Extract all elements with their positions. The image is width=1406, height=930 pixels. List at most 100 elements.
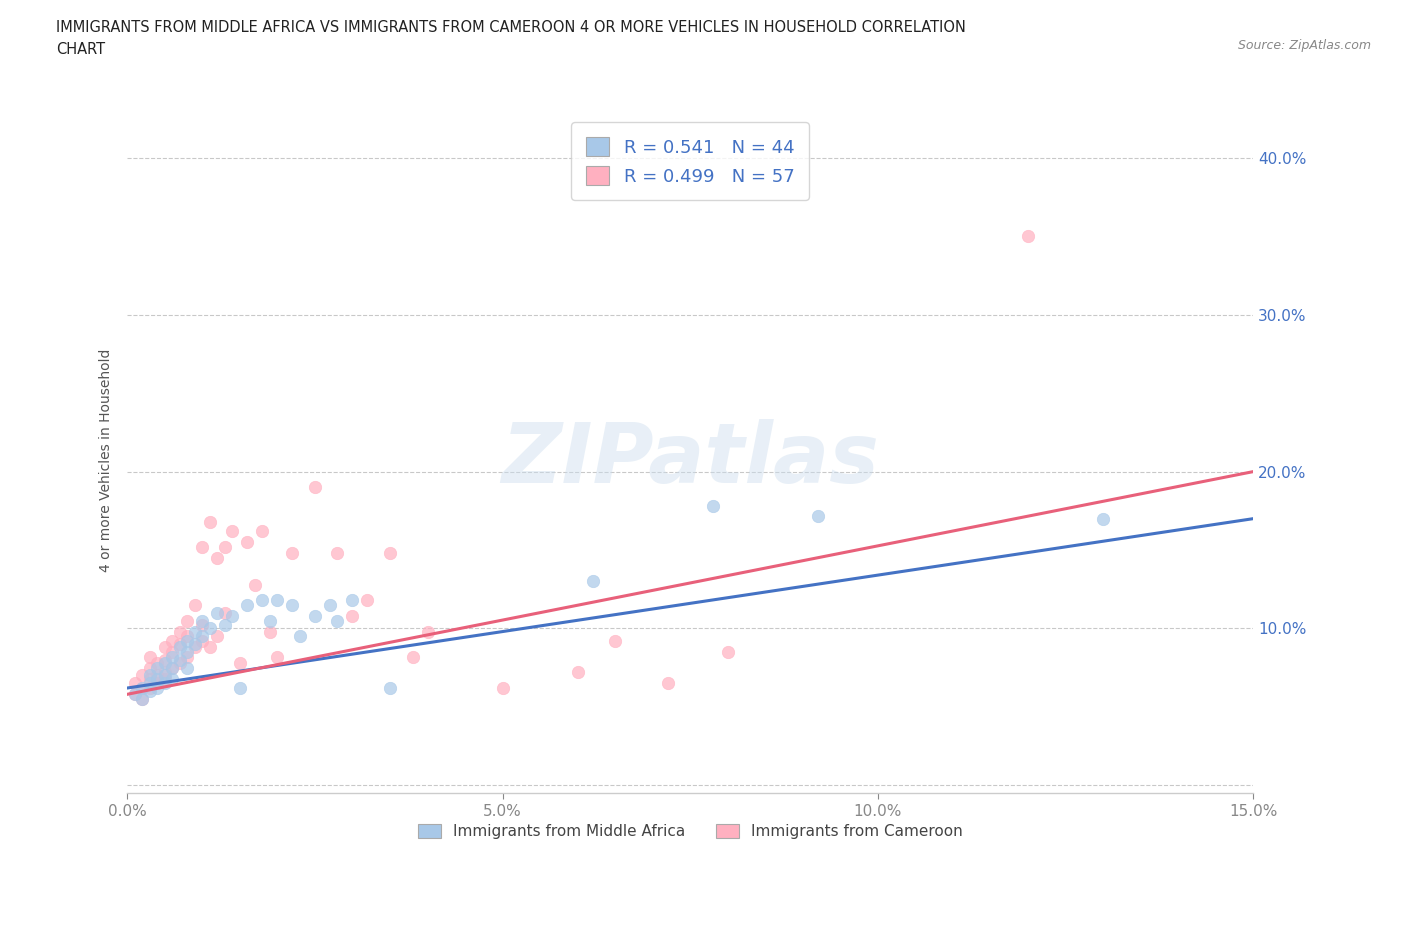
Point xyxy=(176,644,198,659)
Point xyxy=(259,624,281,639)
Point xyxy=(131,681,153,696)
Point xyxy=(146,656,169,671)
Point xyxy=(176,660,198,675)
Text: CHART: CHART xyxy=(56,42,105,57)
Point xyxy=(491,681,513,696)
Point xyxy=(139,681,162,696)
Point xyxy=(326,546,349,561)
Point xyxy=(207,605,229,620)
Point xyxy=(131,692,153,707)
Point xyxy=(176,613,198,628)
Text: Source: ZipAtlas.com: Source: ZipAtlas.com xyxy=(1237,39,1371,52)
Point xyxy=(139,671,162,686)
Point xyxy=(243,578,266,592)
Point xyxy=(236,597,259,612)
Point xyxy=(582,574,605,589)
Point xyxy=(605,633,627,648)
Point xyxy=(191,633,214,648)
Point xyxy=(169,656,191,671)
Point xyxy=(1092,512,1115,526)
Point xyxy=(198,621,221,636)
Text: IMMIGRANTS FROM MIDDLE AFRICA VS IMMIGRANTS FROM CAMEROON 4 OR MORE VEHICLES IN : IMMIGRANTS FROM MIDDLE AFRICA VS IMMIGRA… xyxy=(56,20,966,35)
Point xyxy=(162,660,184,675)
Point xyxy=(702,498,724,513)
Point xyxy=(214,605,236,620)
Point xyxy=(139,668,162,683)
Point xyxy=(378,681,401,696)
Point xyxy=(342,608,364,623)
Point xyxy=(153,665,176,680)
Point xyxy=(266,649,288,664)
Point xyxy=(214,539,236,554)
Point xyxy=(146,676,169,691)
Point xyxy=(191,629,214,644)
Point xyxy=(124,687,146,702)
Point xyxy=(184,624,207,639)
Point xyxy=(162,644,184,659)
Point xyxy=(146,681,169,696)
Point xyxy=(288,629,311,644)
Point xyxy=(221,524,243,538)
Point xyxy=(807,508,830,523)
Point xyxy=(176,649,198,664)
Point xyxy=(191,613,214,628)
Point xyxy=(169,652,191,667)
Point xyxy=(139,684,162,698)
Point xyxy=(416,624,439,639)
Point xyxy=(319,597,342,612)
Point xyxy=(153,671,176,686)
Point xyxy=(1017,229,1039,244)
Point xyxy=(153,652,176,667)
Point xyxy=(153,656,176,671)
Point xyxy=(191,618,214,632)
Point xyxy=(162,633,184,648)
Point xyxy=(266,592,288,607)
Point xyxy=(252,592,274,607)
Point xyxy=(131,692,153,707)
Point xyxy=(356,592,378,607)
Point xyxy=(281,546,304,561)
Point xyxy=(139,676,162,691)
Point xyxy=(378,546,401,561)
Point xyxy=(184,597,207,612)
Point xyxy=(131,668,153,683)
Point xyxy=(567,665,589,680)
Point xyxy=(131,681,153,696)
Point xyxy=(162,660,184,675)
Point xyxy=(281,597,304,612)
Point xyxy=(153,668,176,683)
Point xyxy=(198,640,221,655)
Y-axis label: 4 or more Vehicles in Household: 4 or more Vehicles in Household xyxy=(100,348,114,572)
Point xyxy=(717,644,740,659)
Point xyxy=(153,676,176,691)
Point xyxy=(236,535,259,550)
Point xyxy=(198,514,221,529)
Point xyxy=(326,613,349,628)
Point xyxy=(342,592,364,607)
Point xyxy=(657,676,679,691)
Point xyxy=(252,524,274,538)
Point xyxy=(169,640,191,655)
Text: ZIPatlas: ZIPatlas xyxy=(502,419,879,500)
Point xyxy=(191,539,214,554)
Point xyxy=(169,637,191,652)
Point xyxy=(146,660,169,675)
Point xyxy=(153,640,176,655)
Point xyxy=(184,637,207,652)
Point xyxy=(124,676,146,691)
Point xyxy=(207,629,229,644)
Point xyxy=(207,551,229,565)
Point xyxy=(176,633,198,648)
Point xyxy=(259,613,281,628)
Point xyxy=(184,640,207,655)
Point xyxy=(162,649,184,664)
Point xyxy=(176,629,198,644)
Point xyxy=(214,618,236,632)
Point xyxy=(139,660,162,675)
Point xyxy=(221,608,243,623)
Point xyxy=(401,649,423,664)
Legend: Immigrants from Middle Africa, Immigrants from Cameroon: Immigrants from Middle Africa, Immigrant… xyxy=(412,817,969,845)
Point xyxy=(229,656,252,671)
Point xyxy=(304,480,326,495)
Point xyxy=(229,681,252,696)
